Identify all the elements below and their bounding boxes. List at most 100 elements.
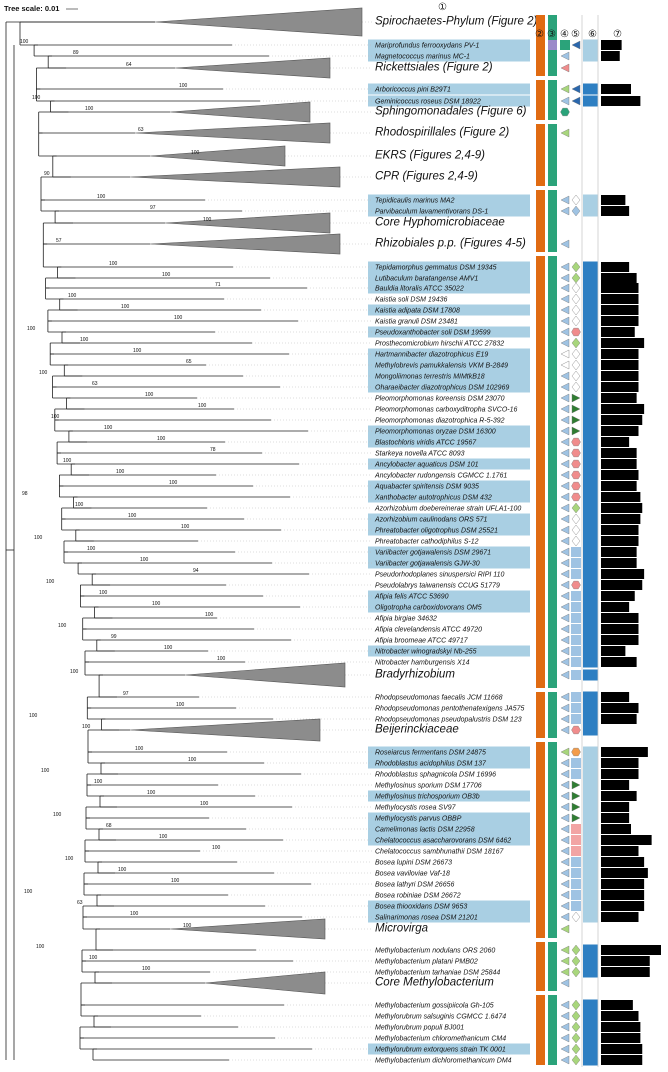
column-header-1: ① — [438, 2, 447, 13]
leaf-highlight — [368, 812, 530, 824]
bootstrap-value: 100 — [109, 261, 118, 267]
col4-marker — [560, 349, 570, 359]
leaf-label: Tepidamorphus gemmatus DSM 19345 — [375, 265, 497, 272]
clade-label: Core Hyphomicrobiaceae — [375, 217, 505, 229]
col6-cell — [583, 447, 598, 459]
col5-marker — [571, 569, 581, 579]
clade-label: EKRS (Figures 2,4-9) — [375, 150, 485, 162]
col2-strip — [536, 742, 545, 938]
col6-cell — [583, 557, 598, 569]
leaf-label: Prosthecomicrobium hirschii ATCC 27832 — [375, 341, 504, 348]
col5-marker — [571, 84, 581, 94]
leaf-label: Oharaeibacter diazotrophicus DSM 102969 — [375, 385, 509, 392]
col2-strip — [536, 190, 545, 252]
col7-bar — [601, 591, 635, 601]
bootstrap-value: 57 — [56, 238, 62, 244]
clade-label: Microvirga — [375, 923, 428, 935]
leaf-label: Magnetococcus marinus MC-1 — [375, 54, 470, 61]
bootstrap-value: 99 — [111, 634, 117, 640]
leaf-label: Bosea vaviloviae Vaf-18 — [375, 871, 450, 878]
col6-cell — [583, 757, 598, 769]
col6-cell — [583, 414, 598, 426]
col7-bar — [601, 1011, 639, 1021]
leaf-label: Variibacter gotjawalensis DSM 29671 — [375, 550, 491, 557]
bootstrap-value: 100 — [116, 469, 125, 475]
leaf-highlight — [368, 436, 530, 448]
col7-bar — [601, 40, 622, 50]
bootstrap-value: 100 — [200, 801, 209, 807]
col5-marker — [571, 955, 581, 967]
bootstrap-value: 100 — [203, 217, 212, 223]
col7-bar — [601, 890, 645, 900]
col6-cell — [583, 513, 598, 525]
col7-bar — [601, 714, 637, 724]
bootstrap-value: 68 — [106, 823, 112, 829]
col7-bar — [601, 703, 639, 713]
col4-marker — [560, 426, 570, 436]
bootstrap-value: 100 — [41, 768, 50, 774]
col5-marker — [571, 857, 581, 867]
col5-marker — [571, 481, 581, 491]
col6-cell — [583, 403, 598, 415]
leaf-label: Kaistia granuli DSM 23481 — [375, 319, 458, 326]
bootstrap-value: 100 — [135, 746, 144, 752]
col4-marker — [560, 448, 570, 458]
leaf-label: Pseudolabrys taiwanensis CCUG 51779 — [375, 583, 500, 590]
col4-marker — [560, 890, 570, 900]
clade-label: Spirochaetes-Phylum (Figure 2) — [375, 16, 538, 28]
col6-cell — [583, 293, 598, 305]
col4-marker — [560, 536, 570, 546]
col4-marker — [560, 1022, 570, 1032]
col7-bar — [601, 448, 637, 458]
bootstrap-value: 100 — [181, 524, 190, 530]
leaf-label: Methylobrevis pamukkalensis VKM B-2849 — [375, 363, 508, 370]
col6-cell — [583, 261, 598, 273]
col4-marker — [560, 945, 570, 955]
bootstrap-value: 64 — [126, 62, 132, 68]
col7-bar — [601, 1022, 641, 1032]
col6-cell — [583, 535, 598, 547]
col6-cell — [583, 966, 598, 978]
col7-bar — [601, 967, 650, 977]
col5-marker — [571, 613, 581, 623]
col4-marker — [560, 791, 570, 801]
leaf-highlight — [368, 491, 530, 503]
col4-marker — [560, 1044, 570, 1054]
col2-strip — [536, 692, 545, 738]
leaf-label: Chelatococcus asaccharovorans DSM 6462 — [375, 838, 511, 845]
bootstrap-value: 100 — [157, 436, 166, 442]
tree-scale-label: Tree scale: 0.01 — [4, 4, 59, 13]
column-header-4: ④ — [560, 29, 569, 40]
col7-bar — [601, 360, 639, 370]
bootstrap-value: 100 — [32, 95, 41, 101]
col5-marker — [571, 393, 581, 403]
leaf-highlight — [368, 546, 530, 558]
col7-bar — [601, 206, 630, 216]
leaf-label: Pleomorphomonas oryzae DSM 16300 — [375, 429, 496, 436]
col2-strip — [536, 124, 545, 186]
leaf-highlight — [368, 83, 530, 95]
col4-marker — [560, 128, 570, 138]
leaf-label: Mariprofundus ferrooxydans PV-1 — [375, 43, 480, 50]
col7-bar — [601, 305, 639, 315]
bootstrap-value: 100 — [171, 878, 180, 884]
col5-marker — [571, 415, 581, 425]
bootstrap-value: 100 — [128, 513, 137, 519]
col7-bar — [601, 857, 645, 867]
col6-cell — [583, 39, 598, 51]
col4-marker — [560, 503, 570, 513]
col6-cell — [583, 812, 598, 824]
leaf-label: Methylosinus trichosporium OB3b — [375, 794, 480, 801]
col6-cell — [583, 900, 598, 912]
leaf-label: Camelimonas lactis DSM 22958 — [375, 827, 475, 834]
col5-marker — [571, 547, 581, 557]
leaf-label: Methylobacterium nodulans ORS 2060 — [375, 948, 495, 955]
col6-cell — [583, 702, 598, 714]
col6-cell — [583, 469, 598, 481]
bootstrap-value: 100 — [191, 150, 200, 156]
col4-marker — [560, 262, 570, 272]
col5-marker — [571, 692, 581, 702]
leaf-label: Salinarimonas rosea DSM 21201 — [375, 915, 478, 922]
col7-bar — [601, 382, 639, 392]
bootstrap-value: 100 — [20, 39, 29, 45]
